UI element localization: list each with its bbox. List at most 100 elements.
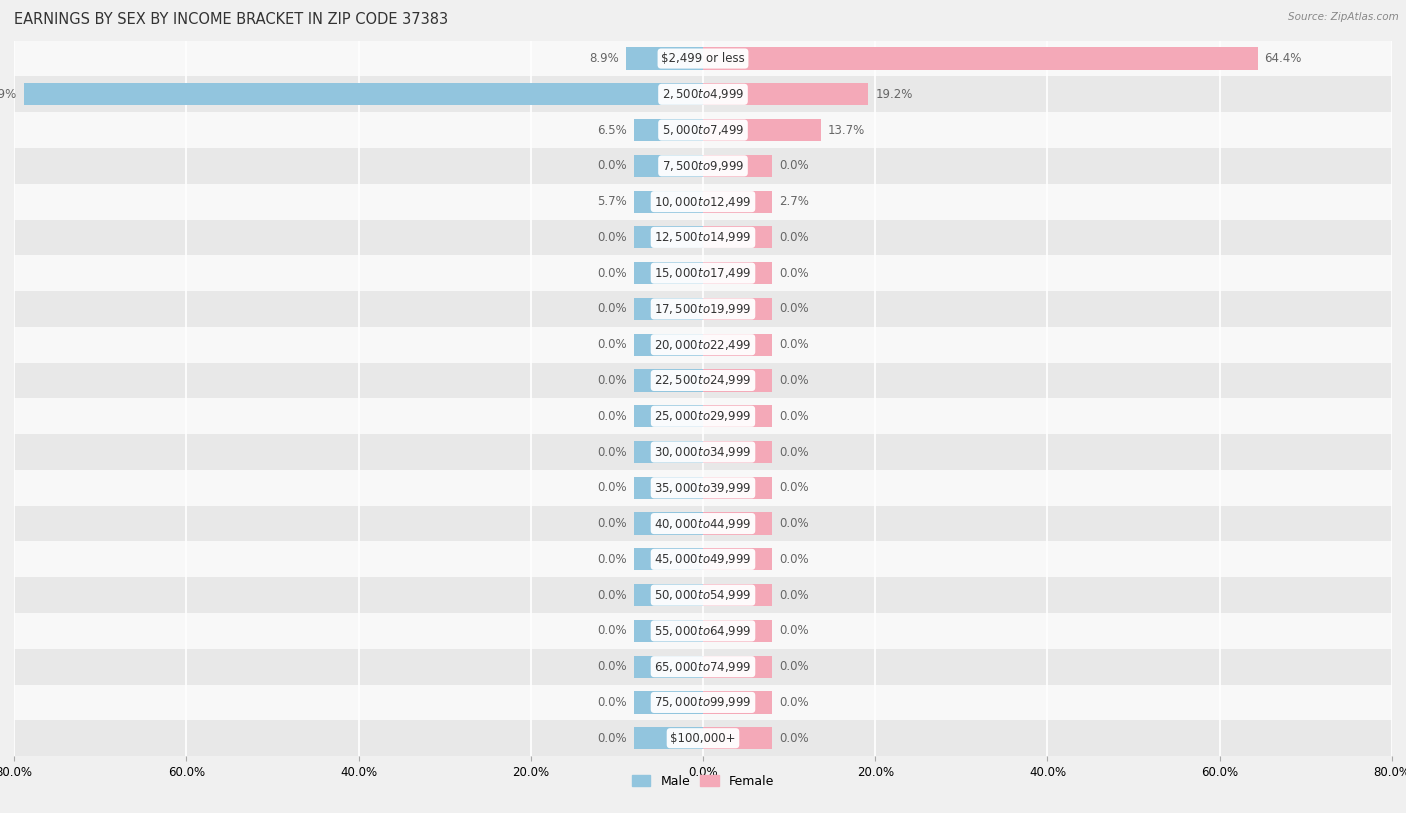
Text: 0.0%: 0.0% bbox=[598, 302, 627, 315]
Text: 0.0%: 0.0% bbox=[779, 660, 808, 673]
Text: 0.0%: 0.0% bbox=[779, 553, 808, 566]
Text: 0.0%: 0.0% bbox=[598, 553, 627, 566]
Bar bbox=[14, 613, 1392, 649]
Bar bbox=[703, 119, 821, 141]
Bar bbox=[634, 119, 703, 141]
Bar bbox=[634, 476, 703, 499]
Text: 0.0%: 0.0% bbox=[779, 302, 808, 315]
Text: 0.0%: 0.0% bbox=[779, 231, 808, 244]
Text: 0.0%: 0.0% bbox=[779, 481, 808, 494]
Bar bbox=[14, 720, 1392, 756]
Text: EARNINGS BY SEX BY INCOME BRACKET IN ZIP CODE 37383: EARNINGS BY SEX BY INCOME BRACKET IN ZIP… bbox=[14, 12, 449, 27]
Bar bbox=[703, 83, 869, 106]
Bar bbox=[703, 655, 772, 678]
Bar bbox=[703, 333, 772, 356]
Bar bbox=[634, 333, 703, 356]
Text: $5,000 to $7,499: $5,000 to $7,499 bbox=[662, 123, 744, 137]
Text: 0.0%: 0.0% bbox=[598, 159, 627, 172]
Text: 0.0%: 0.0% bbox=[598, 481, 627, 494]
Text: $2,499 or less: $2,499 or less bbox=[661, 52, 745, 65]
Bar bbox=[634, 262, 703, 285]
Text: Source: ZipAtlas.com: Source: ZipAtlas.com bbox=[1288, 12, 1399, 22]
Text: 0.0%: 0.0% bbox=[598, 267, 627, 280]
Text: $35,000 to $39,999: $35,000 to $39,999 bbox=[654, 480, 752, 495]
Bar bbox=[626, 47, 703, 70]
Text: 0.0%: 0.0% bbox=[598, 517, 627, 530]
Bar bbox=[703, 190, 772, 213]
Bar bbox=[634, 190, 703, 213]
Text: $25,000 to $29,999: $25,000 to $29,999 bbox=[654, 409, 752, 424]
Text: 0.0%: 0.0% bbox=[598, 732, 627, 745]
Text: 0.0%: 0.0% bbox=[779, 410, 808, 423]
Text: $12,500 to $14,999: $12,500 to $14,999 bbox=[654, 230, 752, 245]
Text: 0.0%: 0.0% bbox=[779, 696, 808, 709]
Bar bbox=[634, 727, 703, 750]
Text: $20,000 to $22,499: $20,000 to $22,499 bbox=[654, 337, 752, 352]
Text: $100,000+: $100,000+ bbox=[671, 732, 735, 745]
Text: 8.9%: 8.9% bbox=[589, 52, 620, 65]
Bar bbox=[634, 548, 703, 571]
Bar bbox=[14, 470, 1392, 506]
Bar bbox=[634, 584, 703, 606]
Text: 0.0%: 0.0% bbox=[779, 517, 808, 530]
Bar bbox=[703, 727, 772, 750]
Text: 0.0%: 0.0% bbox=[598, 410, 627, 423]
Bar bbox=[703, 620, 772, 642]
Text: $17,500 to $19,999: $17,500 to $19,999 bbox=[654, 302, 752, 316]
Bar bbox=[703, 369, 772, 392]
Text: 0.0%: 0.0% bbox=[779, 159, 808, 172]
Bar bbox=[703, 584, 772, 606]
Bar bbox=[14, 327, 1392, 363]
Text: 0.0%: 0.0% bbox=[779, 624, 808, 637]
Text: 0.0%: 0.0% bbox=[598, 696, 627, 709]
Text: 0.0%: 0.0% bbox=[779, 446, 808, 459]
Bar bbox=[634, 405, 703, 428]
Bar bbox=[14, 291, 1392, 327]
Text: 0.0%: 0.0% bbox=[598, 589, 627, 602]
Text: 0.0%: 0.0% bbox=[779, 732, 808, 745]
Bar bbox=[703, 226, 772, 249]
Text: 0.0%: 0.0% bbox=[598, 660, 627, 673]
Bar bbox=[14, 184, 1392, 220]
Bar bbox=[14, 255, 1392, 291]
Text: $15,000 to $17,499: $15,000 to $17,499 bbox=[654, 266, 752, 280]
Text: $75,000 to $99,999: $75,000 to $99,999 bbox=[654, 695, 752, 710]
Bar bbox=[14, 506, 1392, 541]
Bar bbox=[703, 441, 772, 463]
Bar bbox=[14, 148, 1392, 184]
Bar bbox=[634, 154, 703, 177]
Legend: Male, Female: Male, Female bbox=[627, 770, 779, 793]
Text: 0.0%: 0.0% bbox=[598, 446, 627, 459]
Bar bbox=[14, 398, 1392, 434]
Bar bbox=[703, 405, 772, 428]
Text: 6.5%: 6.5% bbox=[598, 124, 627, 137]
Text: 0.0%: 0.0% bbox=[779, 374, 808, 387]
Text: $22,500 to $24,999: $22,500 to $24,999 bbox=[654, 373, 752, 388]
Text: 0.0%: 0.0% bbox=[598, 374, 627, 387]
Text: $7,500 to $9,999: $7,500 to $9,999 bbox=[662, 159, 744, 173]
Text: 19.2%: 19.2% bbox=[875, 88, 912, 101]
Text: 78.9%: 78.9% bbox=[0, 88, 17, 101]
Bar bbox=[703, 512, 772, 535]
Bar bbox=[14, 220, 1392, 255]
Bar bbox=[14, 434, 1392, 470]
Text: 0.0%: 0.0% bbox=[779, 267, 808, 280]
Bar bbox=[703, 691, 772, 714]
Bar bbox=[14, 685, 1392, 720]
Text: $65,000 to $74,999: $65,000 to $74,999 bbox=[654, 659, 752, 674]
Bar bbox=[14, 76, 1392, 112]
Bar bbox=[634, 655, 703, 678]
Text: $55,000 to $64,999: $55,000 to $64,999 bbox=[654, 624, 752, 638]
Bar bbox=[703, 548, 772, 571]
Text: 5.7%: 5.7% bbox=[598, 195, 627, 208]
Bar bbox=[703, 154, 772, 177]
Bar bbox=[634, 512, 703, 535]
Bar bbox=[634, 620, 703, 642]
Bar bbox=[634, 441, 703, 463]
Text: 0.0%: 0.0% bbox=[779, 589, 808, 602]
Text: $30,000 to $34,999: $30,000 to $34,999 bbox=[654, 445, 752, 459]
Text: $45,000 to $49,999: $45,000 to $49,999 bbox=[654, 552, 752, 567]
Text: 13.7%: 13.7% bbox=[828, 124, 865, 137]
Bar bbox=[634, 369, 703, 392]
Bar bbox=[634, 226, 703, 249]
